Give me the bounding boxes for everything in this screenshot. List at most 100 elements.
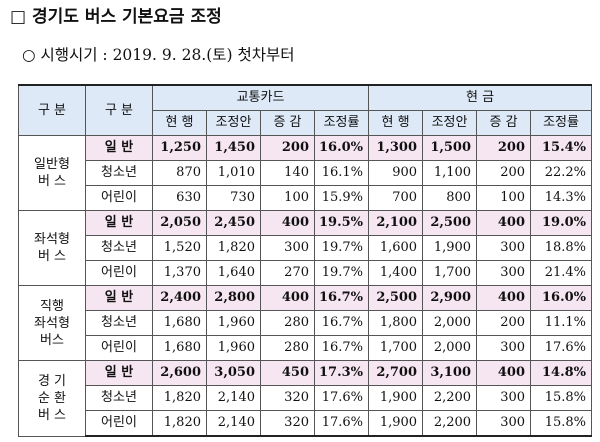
- fare-cell: 17.6%: [313, 385, 370, 411]
- col-header: 조정안: [422, 110, 478, 136]
- fare-cell: 1,640: [206, 260, 261, 286]
- table-row: 어린이 1,680 1,960 280 16.7% 1,700 2,000 300 17.6%: [19, 335, 593, 361]
- fare-cell: 21.4%: [530, 260, 593, 286]
- fare-cell: 2,140: [206, 385, 261, 411]
- fare-cell: 1,250: [152, 135, 207, 161]
- fare-cell: 300: [476, 260, 532, 286]
- fare-cell: 3,100: [422, 360, 478, 386]
- fare-type: 청소년: [85, 385, 153, 411]
- fare-cell: 1,500: [422, 135, 478, 161]
- fare-cell: 450: [260, 360, 315, 386]
- fare-type: 일 반: [85, 135, 153, 161]
- fare-cell: 15.8%: [530, 410, 593, 437]
- table-header: 구 분 구 분 교통카드 현 금 현 행 조정안 증 감 조정률 현 행 조정안…: [18, 84, 593, 136]
- fare-cell: 630: [152, 185, 207, 211]
- fare-cell: 19.7%: [313, 235, 370, 261]
- fare-cell: 11.1%: [530, 310, 593, 336]
- fare-cell: 270: [260, 260, 315, 286]
- col-header: 증 감: [260, 110, 315, 136]
- fare-cell: 1,300: [368, 135, 424, 161]
- fare-cell: 2,200: [422, 385, 478, 411]
- fare-cell: 1,520: [152, 235, 207, 261]
- fare-type: 청소년: [85, 235, 153, 261]
- fare-type: 어린이: [85, 185, 153, 211]
- header-cash: 현 금: [368, 84, 593, 111]
- fare-cell: 1,820: [152, 385, 207, 411]
- fare-cell: 1,960: [206, 310, 261, 336]
- fare-cell: 2,100: [368, 210, 424, 236]
- fare-cell: 1,700: [368, 335, 424, 361]
- fare-cell: 16.7%: [313, 310, 370, 336]
- fare-cell: 400: [260, 210, 315, 236]
- fare-cell: 200: [476, 310, 532, 336]
- fare-cell: 2,400: [152, 285, 207, 311]
- header-card: 교통카드: [151, 84, 370, 111]
- fare-cell: 1,820: [152, 410, 207, 437]
- fare-cell: 19.5%: [313, 210, 370, 236]
- fare-cell: 2,600: [152, 360, 207, 386]
- fare-type: 청소년: [85, 310, 153, 336]
- fare-cell: 16.1%: [313, 160, 370, 186]
- fare-cell: 2,500: [422, 210, 478, 236]
- fare-cell: 300: [260, 235, 315, 261]
- fare-cell: 100: [476, 185, 532, 211]
- fare-cell: 1,960: [206, 335, 261, 361]
- fare-cell: 15.9%: [313, 185, 370, 211]
- fare-table: 구 분 구 분 교통카드 현 금 현 행 조정안 증 감 조정률 현 행 조정안…: [18, 84, 593, 437]
- fare-cell: 320: [260, 385, 315, 411]
- fare-cell: 19.0%: [530, 210, 593, 236]
- fare-cell: 400: [476, 360, 532, 386]
- fare-cell: 1,900: [368, 385, 424, 411]
- fare-cell: 22.2%: [530, 160, 593, 186]
- fare-type: 일 반: [85, 360, 153, 386]
- fare-cell: 1,680: [152, 310, 207, 336]
- fare-cell: 730: [206, 185, 261, 211]
- page-title: □ 경기도 버스 기본요금 조정: [10, 7, 222, 27]
- group-name: 일반형 버 스: [18, 135, 86, 211]
- fare-cell: 14.3%: [530, 185, 593, 211]
- fare-cell: 1,820: [206, 235, 261, 261]
- fare-cell: 2,000: [422, 335, 478, 361]
- fare-cell: 2,450: [206, 210, 261, 236]
- fare-cell: 2,140: [206, 410, 261, 437]
- col-header: 현 행: [368, 110, 424, 136]
- fare-cell: 14.8%: [530, 360, 593, 386]
- fare-cell: 1,400: [368, 260, 424, 286]
- fare-cell: 200: [476, 160, 532, 186]
- fare-cell: 300: [476, 410, 532, 437]
- fare-cell: 1,900: [422, 235, 478, 261]
- fare-cell: 1,800: [368, 310, 424, 336]
- fare-cell: 400: [260, 285, 315, 311]
- fare-cell: 2,500: [368, 285, 424, 311]
- fare-cell: 200: [260, 135, 315, 161]
- fare-cell: 17.3%: [313, 360, 370, 386]
- header-type-label: 구 분: [85, 84, 153, 136]
- fare-cell: 1,010: [206, 160, 261, 186]
- table-row: 어린이 630 730 100 15.9% 700 800 100 14.3%: [19, 185, 593, 211]
- table-row: 청소년 1,520 1,820 300 19.7% 1,600 1,900 300 18.8%: [19, 235, 593, 261]
- fare-cell: 2,200: [422, 410, 478, 437]
- fare-type: 어린이: [85, 260, 153, 286]
- fare-cell: 15.8%: [530, 385, 593, 411]
- fare-cell: 1,900: [368, 410, 424, 437]
- col-header: 조정안: [206, 110, 261, 136]
- fare-cell: 400: [476, 285, 532, 311]
- fare-cell: 700: [368, 185, 424, 211]
- fare-cell: 1,600: [368, 235, 424, 261]
- header-group-label: 구 분: [18, 84, 86, 136]
- col-header: 조정률: [313, 110, 370, 136]
- fare-cell: 2,700: [368, 360, 424, 386]
- fare-cell: 16.7%: [313, 285, 370, 311]
- fare-cell: 1,700: [422, 260, 478, 286]
- fare-cell: 800: [422, 185, 478, 211]
- fare-cell: 1,680: [152, 335, 207, 361]
- fare-cell: 2,000: [422, 310, 478, 336]
- fare-cell: 140: [260, 160, 315, 186]
- fare-cell: 300: [476, 385, 532, 411]
- col-header: 증 감: [476, 110, 532, 136]
- fare-cell: 16.0%: [313, 135, 370, 161]
- group-name: 좌석형 버 스: [18, 210, 86, 286]
